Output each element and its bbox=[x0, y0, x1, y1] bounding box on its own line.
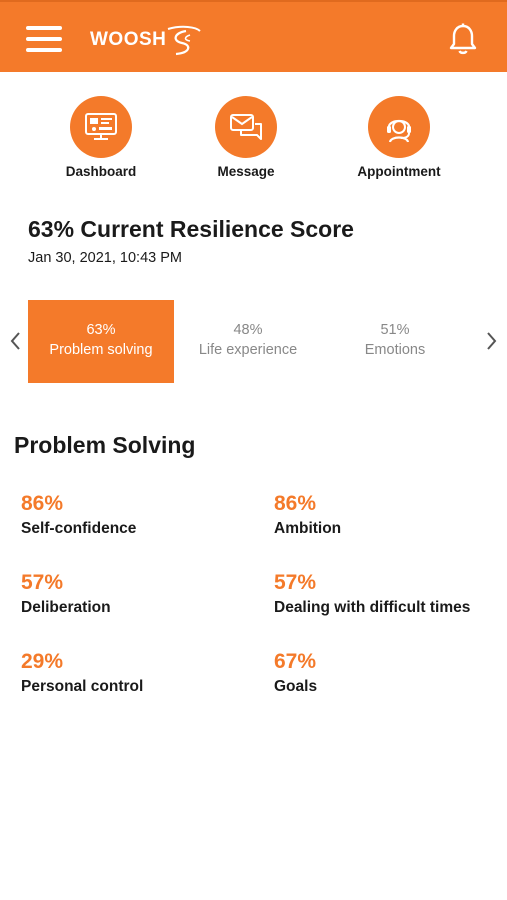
appointment-label: Appointment bbox=[357, 164, 441, 179]
appointment-button[interactable]: Appointment bbox=[329, 96, 469, 179]
headset-icon bbox=[368, 96, 430, 158]
bell-icon[interactable] bbox=[447, 22, 479, 56]
quick-actions: Dashboard Message Appointment bbox=[0, 96, 507, 179]
metric-value: 57% bbox=[274, 571, 317, 594]
dashboard-label: Dashboard bbox=[65, 164, 137, 179]
metric-label: Personal control bbox=[21, 678, 144, 695]
tab-percent: 51% bbox=[380, 322, 410, 338]
chevron-right-icon[interactable] bbox=[481, 328, 501, 354]
metric-deliberation: 57% Deliberation bbox=[21, 571, 261, 617]
resilience-score-title: 63% Current Resilience Score bbox=[28, 216, 354, 242]
metric-value: 86% bbox=[21, 492, 64, 515]
tab-emotions[interactable]: 51% Emotions bbox=[322, 300, 468, 383]
category-carousel: 63% Problem solving 48% Life experience … bbox=[0, 300, 507, 383]
tab-label: Life experience bbox=[198, 342, 298, 358]
tab-percent: 48% bbox=[233, 322, 263, 338]
message-label: Message bbox=[217, 164, 275, 179]
metric-ambition: 86% Ambition bbox=[274, 492, 507, 538]
metric-label: Goals bbox=[274, 678, 318, 695]
score-date: Jan 30, 2021, 10:43 PM bbox=[28, 250, 182, 266]
app-header: WOOSH bbox=[0, 0, 507, 72]
message-icon bbox=[215, 96, 277, 158]
brand-name: WOOSH bbox=[90, 29, 167, 50]
tab-label: Problem solving bbox=[49, 342, 153, 358]
metric-label: Dealing with difficult times bbox=[274, 599, 471, 616]
tab-life-experience[interactable]: 48% Life experience bbox=[175, 300, 321, 383]
metric-value: 57% bbox=[21, 571, 64, 594]
tab-label: Emotions bbox=[364, 342, 426, 358]
dashboard-icon bbox=[70, 96, 132, 158]
metric-value: 86% bbox=[274, 492, 317, 515]
metric-self-confidence: 86% Self-confidence bbox=[21, 492, 261, 538]
tab-percent: 63% bbox=[86, 322, 116, 338]
metric-dealing-with-difficult-times: 57% Dealing with difficult times bbox=[274, 571, 507, 617]
message-button[interactable]: Message bbox=[176, 96, 316, 179]
metric-label: Ambition bbox=[274, 520, 342, 537]
metric-label: Deliberation bbox=[21, 599, 111, 616]
metric-goals: 67% Goals bbox=[274, 650, 507, 696]
tab-problem-solving[interactable]: 63% Problem solving bbox=[28, 300, 174, 383]
metric-label: Self-confidence bbox=[21, 520, 137, 537]
dashboard-button[interactable]: Dashboard bbox=[31, 96, 171, 179]
section-title: Problem Solving bbox=[14, 432, 196, 458]
brand-swoosh-icon bbox=[168, 25, 202, 56]
metric-personal-control: 29% Personal control bbox=[21, 650, 261, 696]
brand-logo: WOOSH bbox=[90, 22, 204, 58]
metric-value: 67% bbox=[274, 650, 317, 673]
hamburger-menu-icon[interactable] bbox=[26, 26, 62, 52]
chevron-left-icon[interactable] bbox=[6, 328, 26, 354]
metric-value: 29% bbox=[21, 650, 64, 673]
